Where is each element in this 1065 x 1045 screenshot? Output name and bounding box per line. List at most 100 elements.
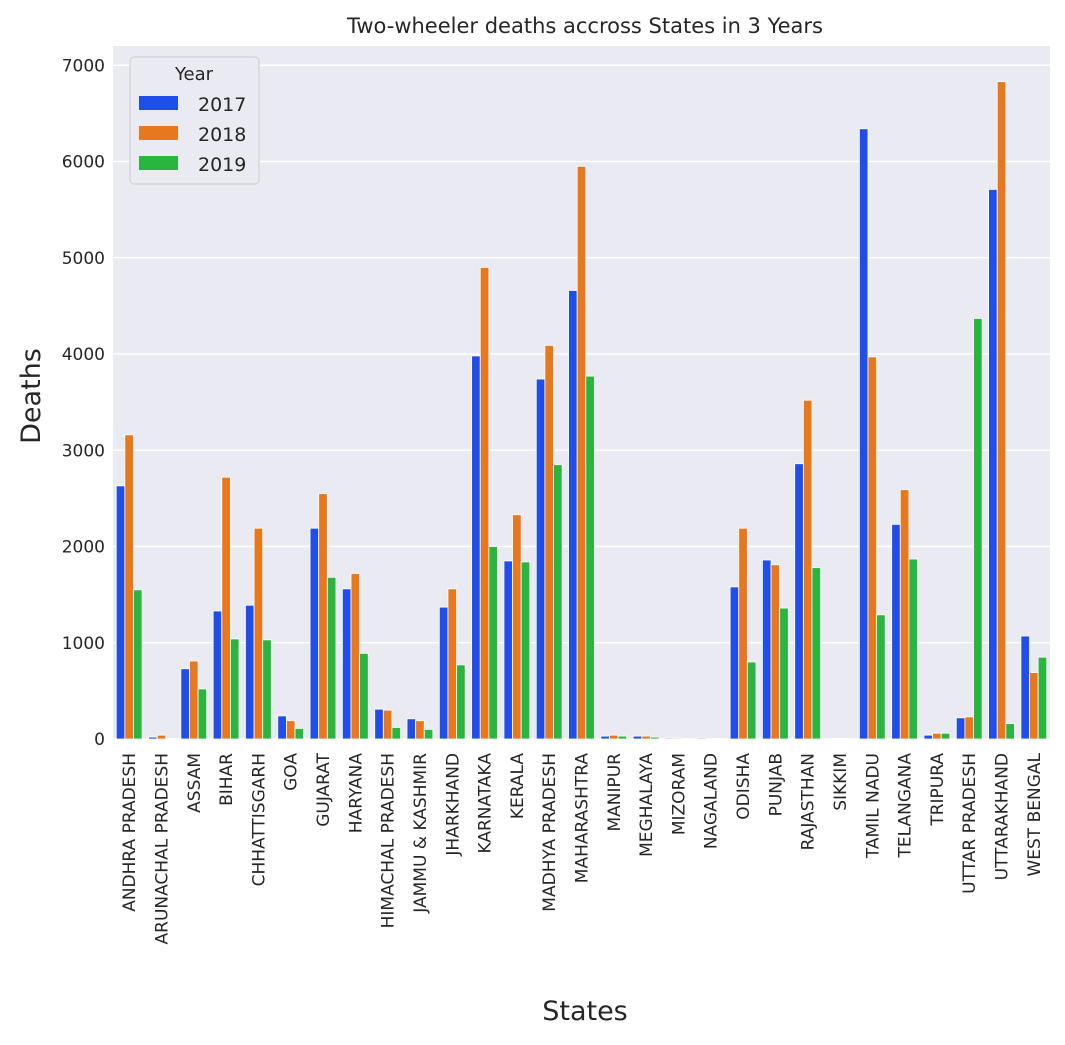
bar-chhattisgarh-2018 [254, 528, 263, 739]
bar-manipur-2019 [618, 736, 627, 739]
bar-madhya-pradesh-2019 [553, 465, 562, 739]
legend-label-2018: 2018 [198, 124, 246, 146]
bar-gujarat-2017 [310, 528, 319, 739]
x-tick-label-chhattisgarh: CHHATTISGARH [249, 753, 269, 886]
bar-himachal-pradesh-2017 [375, 709, 384, 739]
bar-telangana-2019 [909, 559, 918, 739]
bar-haryana-2019 [360, 653, 369, 739]
bar-rajasthan-2019 [812, 568, 821, 739]
bar-meghalaya-2019 [650, 737, 659, 739]
bar-tamil-nadu-2018 [868, 357, 877, 739]
x-tick-label-rajasthan: RAJASTHAN [799, 753, 819, 850]
bar-rajasthan-2017 [795, 464, 804, 739]
bar-nagaland-2017 [698, 738, 707, 739]
bar-karnataka-2017 [472, 356, 481, 739]
bar-jammu-kashmir-2019 [424, 729, 433, 739]
bar-punjab-2019 [780, 608, 789, 739]
chart-title: Two-wheeler deaths accross States in 3 Y… [346, 14, 823, 38]
bar-tamil-nadu-2019 [877, 615, 886, 739]
bar-mizoram-2018 [674, 738, 683, 739]
bar-maharashtra-2017 [569, 290, 578, 739]
x-tick-label-gujarat: GUJARAT [314, 752, 334, 826]
x-tick-label-haryana: HARYANA [346, 753, 366, 834]
x-tick-label-uttar-pradesh: UTTAR PRADESH [960, 753, 980, 894]
bar-rajasthan-2018 [803, 400, 812, 739]
bar-telangana-2017 [892, 524, 901, 739]
x-axis-title: States [542, 996, 628, 1027]
bar-kerala-2017 [504, 561, 513, 739]
bar-uttarakhand-2017 [989, 189, 998, 739]
bar-uttar-pradesh-2018 [965, 717, 974, 739]
bar-assam-2017 [181, 669, 190, 739]
bar-jharkhand-2018 [448, 589, 457, 739]
x-tick-label-uttarakhand: UTTARAKHAND [993, 753, 1013, 880]
x-tick-label-punjab: PUNJAB [766, 753, 786, 816]
x-tick-label-nagaland: NAGALAND [702, 753, 722, 849]
y-tick-label: 1000 [62, 634, 105, 654]
bar-west-bengal-2019 [1038, 657, 1047, 739]
bar-tamil-nadu-2017 [859, 129, 868, 739]
legend-title: Year [174, 64, 214, 85]
bar-assam-2019 [198, 689, 207, 739]
legend-label-2019: 2019 [198, 154, 246, 176]
bar-jharkhand-2017 [439, 607, 448, 739]
bar-uttarakhand-2019 [1006, 724, 1015, 739]
bar-himachal-pradesh-2018 [383, 710, 392, 739]
x-tick-label-jammu-kashmir: JAMMU & KASHMIR [411, 753, 431, 914]
bar-odisha-2018 [739, 528, 748, 739]
bar-tripura-2018 [933, 733, 942, 739]
bar-jammu-kashmir-2017 [407, 719, 416, 739]
bar-kerala-2018 [513, 515, 522, 739]
x-tick-label-assam: ASSAM [185, 753, 205, 813]
bar-telangana-2018 [900, 490, 909, 739]
bar-haryana-2017 [342, 589, 351, 739]
bar-tripura-2017 [924, 735, 933, 739]
bar-himachal-pradesh-2019 [392, 727, 401, 739]
bar-andhra-pradesh-2019 [133, 590, 142, 739]
x-tick-label-kerala: KERALA [508, 753, 528, 820]
x-tick-label-goa: GOA [282, 753, 302, 791]
x-tick-label-himachal-pradesh: HIMACHAL PRADESH [379, 753, 399, 928]
bar-assam-2018 [189, 661, 198, 739]
bar-goa-2017 [278, 716, 287, 739]
y-tick-label: 0 [94, 730, 105, 750]
legend-swatch-2019 [139, 156, 178, 170]
bar-west-bengal-2018 [1030, 673, 1039, 739]
bar-gujarat-2018 [319, 494, 328, 739]
y-axis-title: Deaths [16, 348, 47, 444]
bar-uttar-pradesh-2017 [956, 718, 965, 739]
bar-odisha-2017 [730, 587, 739, 739]
x-tick-label-jharkhand: JHARKHAND [443, 753, 463, 857]
y-tick-label: 2000 [62, 538, 105, 558]
bar-uttarakhand-2018 [997, 82, 1006, 739]
bar-maharashtra-2019 [586, 376, 595, 739]
x-tick-label-andhra-pradesh: ANDHRA PRADESH [120, 753, 140, 912]
y-tick-label: 6000 [62, 153, 105, 173]
x-tick-label-karnataka: KARNATAKA [476, 753, 496, 854]
x-tick-label-meghalaya: MEGHALAYA [637, 753, 657, 857]
bar-manipur-2017 [601, 736, 610, 739]
bar-goa-2019 [295, 728, 304, 739]
bar-madhya-pradesh-2018 [545, 345, 554, 739]
x-tick-label-west-bengal: WEST BENGAL [1025, 752, 1045, 876]
x-tick-label-maharashtra: MAHARASHTRA [573, 753, 593, 884]
bar-jharkhand-2019 [457, 665, 466, 739]
x-tick-label-telangana: TELANGANA [896, 753, 916, 859]
bar-punjab-2018 [771, 565, 780, 739]
bar-madhya-pradesh-2017 [536, 379, 545, 739]
bar-manipur-2018 [610, 735, 619, 739]
bar-chhattisgarh-2017 [245, 605, 254, 739]
x-tick-label-mizoram: MIZORAM [669, 753, 689, 835]
bar-uttar-pradesh-2019 [974, 318, 983, 739]
bar-andhra-pradesh-2017 [116, 486, 125, 739]
y-tick-label: 7000 [62, 56, 105, 76]
bar-west-bengal-2017 [1021, 636, 1030, 739]
bar-goa-2018 [286, 721, 295, 739]
bar-gujarat-2019 [327, 577, 336, 739]
x-tick-label-sikkim: SIKKIM [831, 753, 851, 811]
bar-kerala-2019 [521, 562, 530, 739]
